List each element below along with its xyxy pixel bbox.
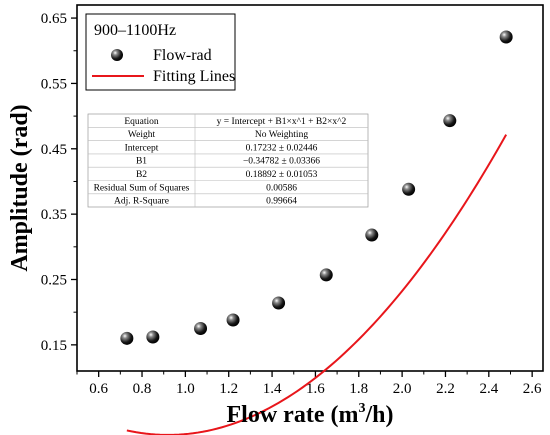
fit-table-key-4: B2 xyxy=(136,170,147,180)
x-axis-title-superscript: 3 xyxy=(358,401,365,416)
fit-table-value-5: 0.00586 xyxy=(266,183,297,193)
x-tick-label-9: 2.4 xyxy=(479,381,498,397)
data-point-5 xyxy=(319,268,333,282)
y-tick-label-4: 0.55 xyxy=(41,76,67,92)
x-tick-label-10: 2.6 xyxy=(523,381,542,397)
y-tick-label-3: 0.45 xyxy=(41,142,67,158)
x-tick-label-2: 1.0 xyxy=(176,381,195,397)
x-axis-title-end: /h) xyxy=(364,402,393,428)
x-tick-label-4: 1.4 xyxy=(263,381,282,397)
data-point-0 xyxy=(120,331,134,345)
data-points xyxy=(120,30,513,345)
fit-table-value-2: 0.17232 ± 0.02446 xyxy=(246,143,318,153)
data-point-6 xyxy=(365,228,379,242)
data-point-2 xyxy=(194,322,208,336)
fit-table-key-1: Weight xyxy=(128,130,156,140)
legend-marker-flow-rad xyxy=(111,49,123,61)
fit-table-key-2: Intercept xyxy=(125,143,159,153)
y-tick-labels: 0.15 0.25 0.35 0.45 0.55 0.65 xyxy=(41,11,67,354)
data-point-1 xyxy=(146,330,160,344)
y-tick-label-5: 0.65 xyxy=(41,11,67,27)
y-axis-title: Amplitude (rad) xyxy=(7,104,33,271)
axis-ticks xyxy=(71,17,533,377)
fit-table-key-6: Adj. R-Square xyxy=(114,197,169,207)
fit-table-key-0: Equation xyxy=(124,117,159,127)
x-tick-label-5: 1.6 xyxy=(306,381,325,397)
legend-label-fit: Fitting Lines xyxy=(153,68,235,85)
fit-table-key-5: Residual Sum of Squares xyxy=(94,182,190,193)
x-tick-labels: 0.6 0.8 1.0 1.2 1.4 1.6 1.8 2.0 2.2 2.4 2.6 xyxy=(89,381,542,397)
data-point-8 xyxy=(443,114,457,128)
fit-table-value-6: 0.99664 xyxy=(266,197,297,207)
fit-table: Equation y = Intercept + B1×x^1 + B2×x^2 W… xyxy=(87,113,369,208)
legend-title: 900–1100Hz xyxy=(94,22,176,39)
data-point-7 xyxy=(402,182,416,196)
x-tick-label-8: 2.2 xyxy=(436,381,455,397)
legend: 900–1100Hz Flow-rad Fitting Lines xyxy=(85,13,236,91)
data-point-3 xyxy=(226,313,240,327)
fit-table-key-3: B1 xyxy=(136,157,147,167)
fit-table-value-3: −0.34782 ± 0.03366 xyxy=(243,157,320,167)
data-point-4 xyxy=(272,296,286,310)
x-tick-label-6: 1.8 xyxy=(349,381,368,397)
x-tick-label-7: 2.0 xyxy=(393,381,412,397)
legend-box xyxy=(85,13,236,91)
y-tick-label-0: 0.15 xyxy=(41,338,67,354)
y-tick-label-2: 0.35 xyxy=(41,207,67,223)
fit-table-value-4: 0.18892 ± 0.01053 xyxy=(246,170,318,180)
fit-line xyxy=(126,134,508,435)
x-tick-label-0: 0.6 xyxy=(89,381,108,397)
data-point-9 xyxy=(499,30,513,44)
fit-table-value-1: No Weighting xyxy=(255,130,308,140)
fit-table-frame xyxy=(87,113,369,208)
x-tick-label-3: 1.2 xyxy=(219,381,238,397)
legend-label-flow-rad: Flow-rad xyxy=(153,47,212,64)
x-tick-label-1: 0.8 xyxy=(133,381,152,397)
fit-table-value-0: y = Intercept + B1×x^1 + B2×x^2 xyxy=(217,117,347,127)
y-tick-label-1: 0.25 xyxy=(41,273,67,289)
x-axis-title: Flow rate (m3/h) xyxy=(227,401,394,428)
